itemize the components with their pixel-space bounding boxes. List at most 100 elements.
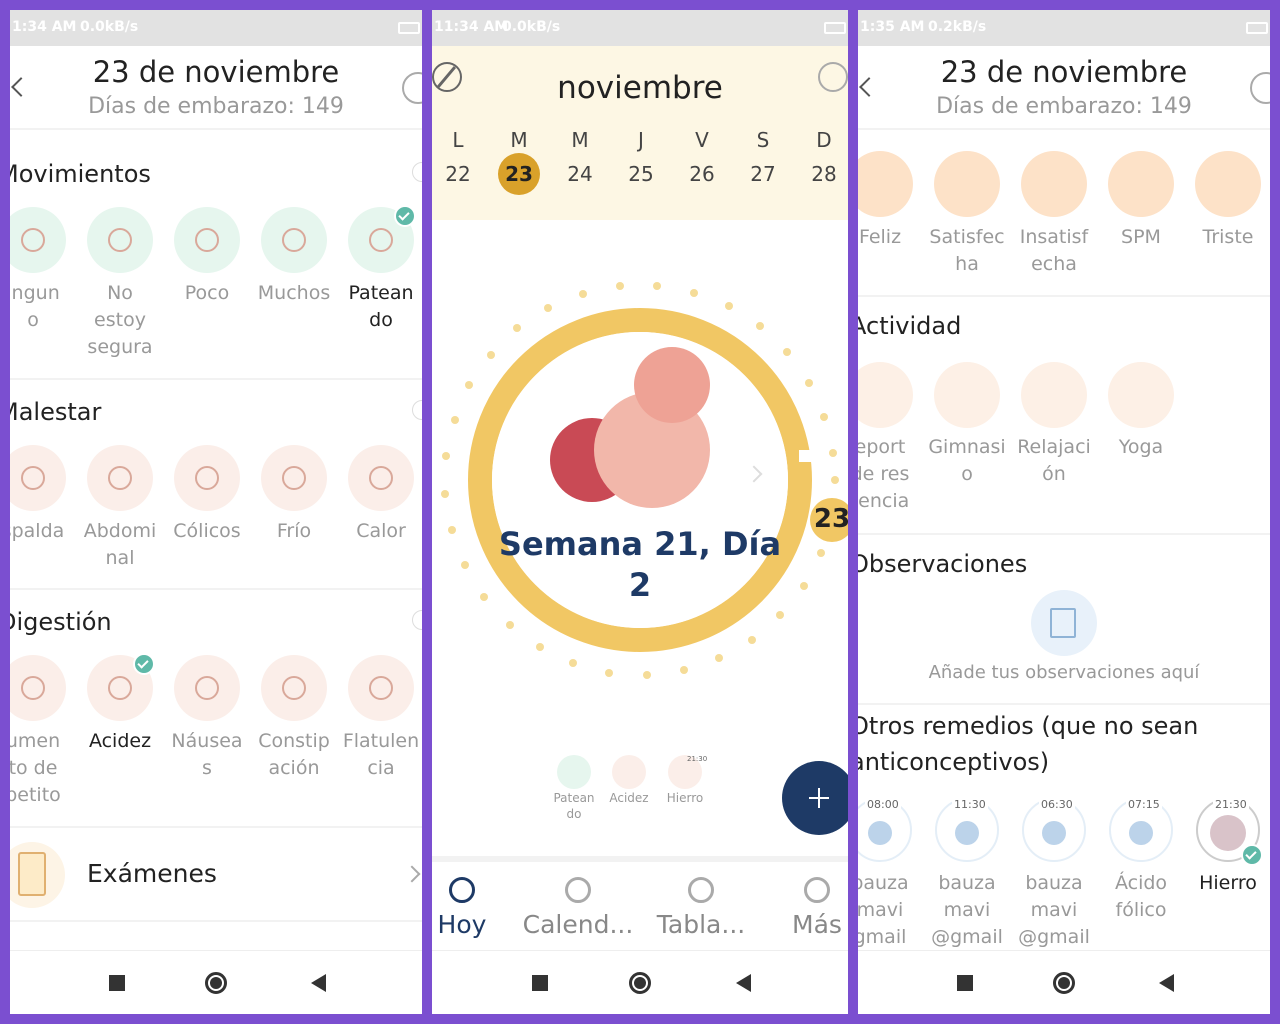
mood-label[interactable]: Triste <box>1202 226 1254 248</box>
ring-dot <box>486 350 495 359</box>
option-label[interactable]: Abdomi nal <box>83 520 157 569</box>
divider <box>858 533 1270 535</box>
tab-icon[interactable] <box>688 877 714 903</box>
nav-recent[interactable] <box>957 975 974 991</box>
ring-gap <box>799 450 829 462</box>
activity-label[interactable]: eport de res tencia <box>858 436 910 512</box>
status-bar: 11:34 AM 0.0kB/s <box>432 10 848 46</box>
notes-glyph <box>1050 608 1076 638</box>
option-label[interactable]: umen to de petito <box>10 730 61 806</box>
activity-icon[interactable] <box>858 362 913 428</box>
notes-icon[interactable] <box>1031 590 1097 656</box>
tab-icon[interactable] <box>565 877 591 903</box>
nav-home[interactable] <box>629 972 651 994</box>
remedy-pill <box>1129 821 1153 845</box>
section-title: Actividad <box>858 312 962 340</box>
tab-label[interactable]: Más <box>792 910 842 939</box>
remedy-label[interactable]: bauza mavi gmail <box>858 872 909 948</box>
logged-icon[interactable] <box>612 755 646 789</box>
edit-button[interactable] <box>432 62 462 92</box>
nav-home[interactable] <box>205 972 227 994</box>
option-label[interactable]: Calor <box>356 520 406 542</box>
activity-icon[interactable] <box>1021 362 1087 428</box>
date-label[interactable]: 28 <box>811 162 837 186</box>
option-label[interactable]: Frío <box>276 520 312 542</box>
mood-icon[interactable] <box>1021 151 1087 217</box>
nav-back[interactable] <box>735 974 751 992</box>
back-button[interactable] <box>859 77 879 97</box>
help-button[interactable] <box>402 72 422 104</box>
help-button[interactable] <box>818 62 848 92</box>
screen-title: 23 de noviembre <box>92 55 340 89</box>
mood-icon[interactable] <box>1108 151 1174 217</box>
option-label[interactable]: ingun o <box>10 282 60 331</box>
activity-icon[interactable] <box>934 362 1000 428</box>
date-label[interactable]: 24 <box>567 162 593 186</box>
exams-label[interactable]: Exámenes <box>87 859 217 888</box>
nav-recent[interactable] <box>109 975 126 991</box>
nav-home-dot <box>210 977 222 989</box>
activity-icon[interactable] <box>1108 362 1174 428</box>
option-label[interactable]: Flatulen cia <box>342 730 420 779</box>
tab-icon[interactable] <box>804 877 830 903</box>
notes-placeholder[interactable]: Añade tus observaciones aquí <box>928 662 1200 683</box>
nav-back[interactable] <box>310 974 326 992</box>
tab-icon[interactable] <box>449 877 475 903</box>
option-glyph <box>21 676 45 700</box>
tab-label[interactable]: Tabla... <box>656 910 746 939</box>
date-label[interactable]: 26 <box>689 162 715 186</box>
mood-label[interactable]: Feliz <box>858 226 902 248</box>
option-label[interactable]: Cólicos <box>173 520 241 542</box>
remedy-label[interactable]: Ácido fólico <box>1114 872 1168 921</box>
option-label[interactable]: Patean do <box>348 282 414 331</box>
nav-home[interactable] <box>1053 972 1075 994</box>
system-nav <box>10 950 422 1014</box>
date-label[interactable]: 27 <box>750 162 776 186</box>
status-time: 1:34 AM <box>12 19 77 35</box>
logged-icon[interactable] <box>668 755 702 789</box>
mood-label[interactable]: Satisfec ha <box>929 226 1005 275</box>
remedy-label[interactable]: bauza mavi @gmail <box>1018 872 1090 948</box>
ring-dot <box>679 666 688 674</box>
remedy-label[interactable]: Hierro <box>1199 872 1257 894</box>
mood-label[interactable]: SPM <box>1121 226 1161 248</box>
ring-dot <box>829 448 838 457</box>
option-label[interactable]: Acidez <box>88 730 152 752</box>
date-label[interactable]: 25 <box>628 162 654 186</box>
status-speed: 0.0kB/s <box>502 19 561 35</box>
remedy-time: 07:15 <box>1126 798 1162 811</box>
date-label[interactable]: 22 <box>445 162 471 186</box>
fetus-head <box>634 347 710 423</box>
ring-dot <box>804 378 813 387</box>
option-label[interactable]: Poco <box>184 282 230 304</box>
option-label[interactable]: No estoy segura <box>87 282 153 358</box>
mood-icon[interactable] <box>858 151 913 217</box>
nav-recent[interactable] <box>532 975 549 991</box>
option-label[interactable]: Muchos <box>257 282 331 304</box>
ring-dot <box>724 302 733 311</box>
help-button[interactable] <box>1250 72 1270 104</box>
option-label[interactable]: Náusea s <box>171 730 243 779</box>
section-title: Observaciones <box>858 550 1028 578</box>
option-label[interactable]: Constip ación <box>258 730 330 779</box>
remedy-label[interactable]: bauza mavi @gmail <box>931 872 1003 948</box>
logged-icon[interactable] <box>557 755 591 789</box>
logged-label: Acidez <box>609 791 649 805</box>
ring-dot <box>756 322 765 331</box>
mood-icon[interactable] <box>1195 151 1261 217</box>
back-button[interactable] <box>11 77 31 97</box>
date-label[interactable]: 23 <box>505 162 533 186</box>
activity-label[interactable]: Yoga <box>1118 436 1164 458</box>
activity-label[interactable]: Relajaci ón <box>1017 436 1091 485</box>
mood-label[interactable]: Insatisf echa <box>1019 226 1089 275</box>
nav-back[interactable] <box>1158 974 1174 992</box>
weekday-label: L <box>452 128 464 152</box>
mood-icon[interactable] <box>934 151 1000 217</box>
tab-label[interactable]: Hoy <box>437 910 487 939</box>
activity-label[interactable]: Gimnasi o <box>928 436 1006 485</box>
tab-label[interactable]: Calend... <box>522 910 634 939</box>
status-time: 1:35 AM <box>860 19 925 35</box>
option-glyph <box>195 228 219 252</box>
option-glyph <box>21 466 45 490</box>
option-label[interactable]: spalda <box>10 520 65 542</box>
